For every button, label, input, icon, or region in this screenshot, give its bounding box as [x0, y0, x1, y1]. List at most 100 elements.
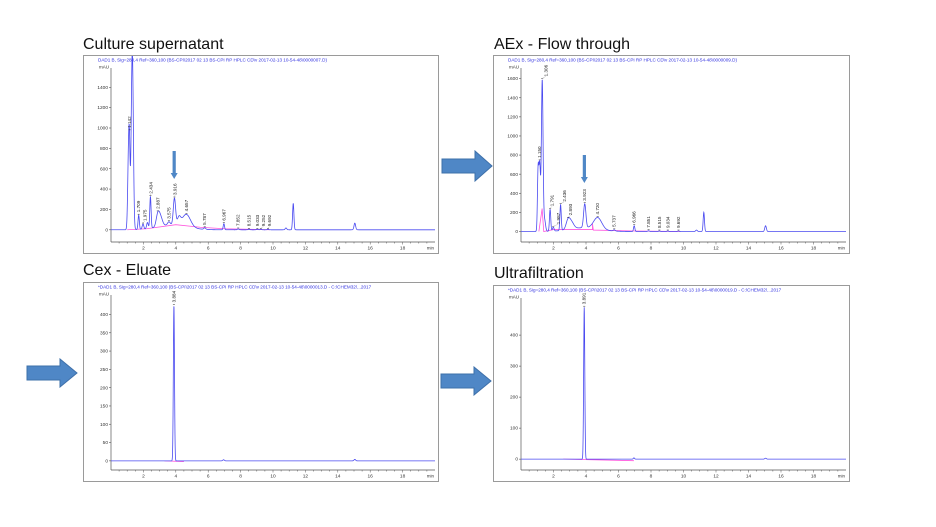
flow-arrow-right-icon [440, 366, 492, 396]
y-tick-label: 400 [510, 191, 518, 197]
chromatogram-trace [521, 79, 846, 232]
x-tick-label: 2 [552, 474, 555, 480]
y-axis-unit-label: mAU [509, 65, 519, 70]
chromatogram-trace [521, 307, 846, 460]
peak-label: 3.575 [166, 207, 171, 219]
chromatogram-aex-flow-through: DAD1 B, Sig=280,4 Ref=360,100 (BS-CPI\20… [493, 55, 850, 254]
peak-label: 1.791 [550, 194, 555, 206]
chart-header: *DAD1 B, Sig=280,4 Ref=360,100 (BS-CPI\2… [508, 288, 782, 293]
peak-label-leader [560, 201, 565, 204]
peak-label: 4.657 [184, 199, 189, 211]
y-tick-label: 400 [510, 333, 518, 339]
peak-label: 8.515 [246, 214, 251, 226]
y-axis-unit-label: mAU [99, 65, 109, 70]
chromatogram-culture-supernatant: DAD1 B, Sig=280,4 Ref=360,100 (BS-CPI\20… [83, 55, 439, 254]
chart-header: DAD1 B, Sig=280,4 Ref=360,100 (BS-CPI\20… [98, 58, 327, 63]
peak-label: 9.252 [261, 214, 266, 226]
y-tick-label: 100 [510, 426, 518, 432]
x-tick-label: 2 [142, 246, 145, 252]
y-axis-unit-label: mAU [99, 292, 109, 297]
y-tick-label: 50 [103, 440, 109, 446]
peak-label: 7.851 [646, 216, 651, 228]
y-tick-label: 0 [515, 457, 518, 463]
x-tick-label: 4 [585, 246, 588, 252]
y-axis-unit-label: mAU [509, 295, 519, 300]
y-tick-label: 300 [100, 349, 108, 355]
peak-label: 1.987 [556, 212, 561, 224]
x-tick-label: 16 [368, 246, 374, 252]
panel-title-culture-supernatant: Culture supernatant [83, 36, 224, 53]
peak-label: 9.033 [255, 214, 260, 226]
x-tick-label: 6 [207, 474, 210, 480]
peak-label: 6.967 [221, 209, 226, 221]
y-tick-label: 400 [100, 187, 108, 193]
x-axis-unit-label: min [427, 246, 435, 251]
down-arrow-icon [170, 151, 178, 179]
y-tick-label: 300 [510, 364, 518, 370]
peak-label-leader [174, 194, 176, 198]
peak-label: 3.923 [582, 189, 587, 201]
x-tick-label: 14 [335, 246, 341, 252]
y-tick-label: 200 [100, 207, 108, 213]
peak-label-leader [260, 226, 264, 229]
x-tick-label: 8 [650, 474, 653, 480]
x-tick-label: 6 [617, 246, 620, 252]
peak-label: 1.150 [537, 146, 542, 158]
y-tick-label: 0 [515, 229, 518, 235]
x-tick-label: 4 [174, 474, 177, 480]
peak-label: 9.692 [676, 216, 681, 228]
x-tick-label: 2 [552, 246, 555, 252]
y-tick-label: 600 [100, 166, 108, 172]
y-tick-label: 1600 [507, 76, 518, 82]
chromatogram-trace [111, 306, 435, 462]
peak-label: 6.966 [632, 211, 637, 223]
peak-label: 2.887 [155, 197, 160, 209]
x-tick-label: 12 [303, 246, 309, 252]
y-tick-label: 400 [100, 312, 108, 318]
peak-label-leader [553, 224, 559, 227]
x-tick-label: 2 [142, 474, 145, 480]
y-tick-label: 600 [510, 172, 518, 178]
y-tick-label: 1400 [97, 85, 108, 91]
x-tick-label: 4 [585, 474, 588, 480]
peak-label: 1.709 [136, 200, 141, 212]
panel-title-ultrafiltration: Ultrafiltration [494, 265, 584, 282]
y-tick-label: 1200 [507, 114, 518, 120]
x-tick-label: 10 [681, 246, 687, 252]
flow-arrow-right-icon [26, 358, 78, 388]
peak-label-leader [567, 215, 571, 218]
x-tick-label: 12 [303, 474, 309, 480]
x-axis-unit-label: min [427, 474, 435, 479]
integration-baseline [127, 224, 270, 231]
x-axis-unit-label: min [838, 246, 846, 251]
peak-label: 8.515 [657, 216, 662, 228]
chart-header: *DAD1 B, Sig=280,4 Ref=360,100 (BS-CPI\2… [98, 285, 372, 290]
peak-label: 9.034 [665, 216, 670, 228]
x-tick-label: 4 [174, 246, 177, 252]
y-tick-label: 1400 [507, 95, 518, 101]
peak-label-leader [267, 226, 270, 229]
x-tick-label: 14 [746, 246, 752, 252]
x-tick-label: 18 [811, 474, 817, 480]
x-tick-label: 16 [368, 474, 374, 480]
x-tick-label: 8 [239, 246, 242, 252]
peak-label: 1.142 [127, 116, 132, 128]
x-tick-label: 12 [713, 246, 719, 252]
x-tick-label: 18 [400, 474, 406, 480]
y-tick-label: 350 [100, 330, 108, 336]
chromatogram-trace [110, 56, 435, 231]
peak-label-leader [142, 220, 145, 224]
x-tick-label: 10 [270, 474, 276, 480]
peak-label-leader [150, 193, 152, 196]
flow-arrow-right-icon [441, 150, 493, 182]
y-tick-label: 200 [510, 395, 518, 401]
x-tick-label: 6 [617, 474, 620, 480]
x-tick-label: 18 [400, 246, 406, 252]
x-tick-label: 18 [811, 246, 817, 252]
down-arrow-icon [580, 155, 588, 183]
chromatogram-ultrafiltration: *DAD1 B, Sig=280,4 Ref=360,100 (BS-CPI\2… [493, 285, 850, 482]
y-tick-label: 1000 [507, 134, 518, 140]
y-tick-label: 250 [100, 367, 108, 373]
peak-label: 4.720 [595, 203, 600, 215]
chart-header: DAD1 B, Sig=280,4 Ref=360,100 (BS-CPI\20… [508, 58, 737, 63]
